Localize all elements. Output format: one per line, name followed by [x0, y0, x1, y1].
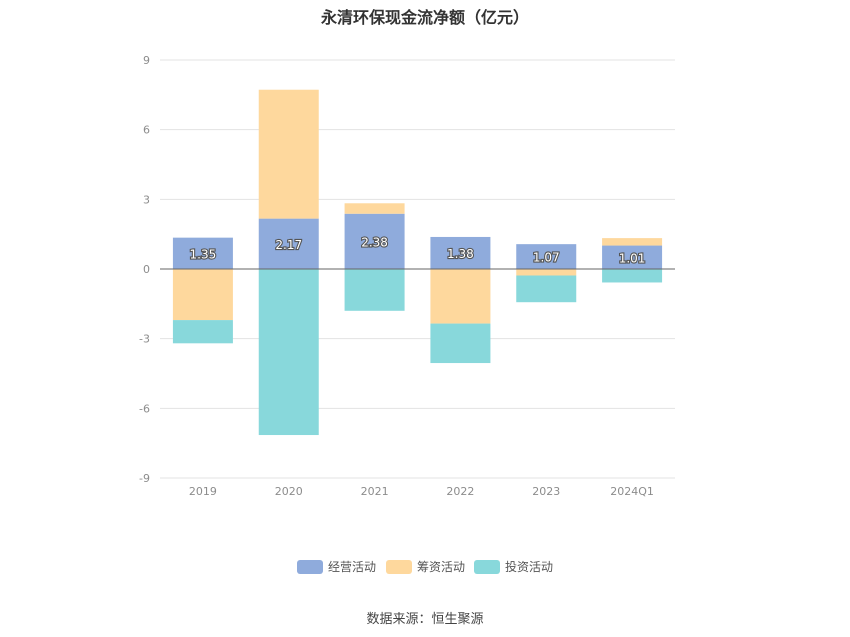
bar-segment [172, 237, 233, 269]
bar-layer [172, 89, 663, 436]
legend-swatch [297, 560, 323, 574]
bar-segment [602, 269, 663, 283]
bar-segment [430, 269, 491, 324]
legend: 经营活动 筹资活动 投资活动 [297, 559, 553, 574]
y-tick-label: 3 [143, 193, 150, 206]
legend-label: 经营活动 [328, 560, 376, 574]
y-tick-label: -6 [139, 402, 150, 415]
legend-swatch [386, 560, 412, 574]
bar-segment [344, 213, 405, 269]
bar-segment [516, 275, 577, 303]
data-label: 2.38 [361, 235, 388, 249]
grid-layer [160, 59, 675, 479]
x-tick-label: 2022 [446, 485, 474, 498]
x-tick-label: 2021 [361, 485, 389, 498]
bar-segment [258, 218, 319, 269]
x-tick-label: 2024Q1 [610, 485, 654, 498]
data-label: 1.35 [190, 247, 217, 261]
bar-segment [344, 203, 405, 214]
data-label: 1.38 [447, 247, 474, 261]
y-tick-label: -3 [139, 333, 150, 346]
label-layer: 1.35 2.17 2.38 1.38 1.07 1.01 [188, 234, 646, 266]
bar-segment [172, 269, 233, 321]
data-label: 2.17 [275, 238, 302, 252]
data-label: 1.01 [619, 251, 646, 265]
source-note: 数据来源：恒生聚源 [366, 612, 484, 627]
bar-segment [258, 269, 319, 436]
legend-swatch [474, 560, 500, 574]
legend-label: 筹资活动 [417, 560, 465, 574]
y-tick-label: 6 [143, 124, 150, 137]
bar-segment [430, 236, 491, 269]
y-tick-label: 0 [143, 263, 150, 276]
axis-layer: -9 -6 -3 0 3 6 9 2019 2020 2021 2022 2023 2024Q1 [139, 54, 654, 498]
legend-label: 投资活动 [505, 559, 553, 574]
data-label: 1.07 [533, 251, 560, 265]
x-tick-label: 2019 [189, 485, 217, 498]
y-tick-label: -9 [139, 472, 150, 485]
bar-segment [430, 323, 491, 364]
bar-segment [602, 245, 663, 269]
bar-segment [516, 244, 577, 269]
bar-segment [258, 89, 319, 219]
x-tick-label: 2020 [275, 485, 303, 498]
x-tick-label: 2023 [532, 485, 560, 498]
bar-segment [344, 269, 405, 311]
bar-segment [602, 238, 663, 246]
bar-segment [516, 269, 577, 276]
y-tick-label: 9 [143, 54, 150, 67]
chart-title: 永清环保现金流净额（亿元） [320, 8, 529, 27]
bar-segment [172, 320, 233, 344]
